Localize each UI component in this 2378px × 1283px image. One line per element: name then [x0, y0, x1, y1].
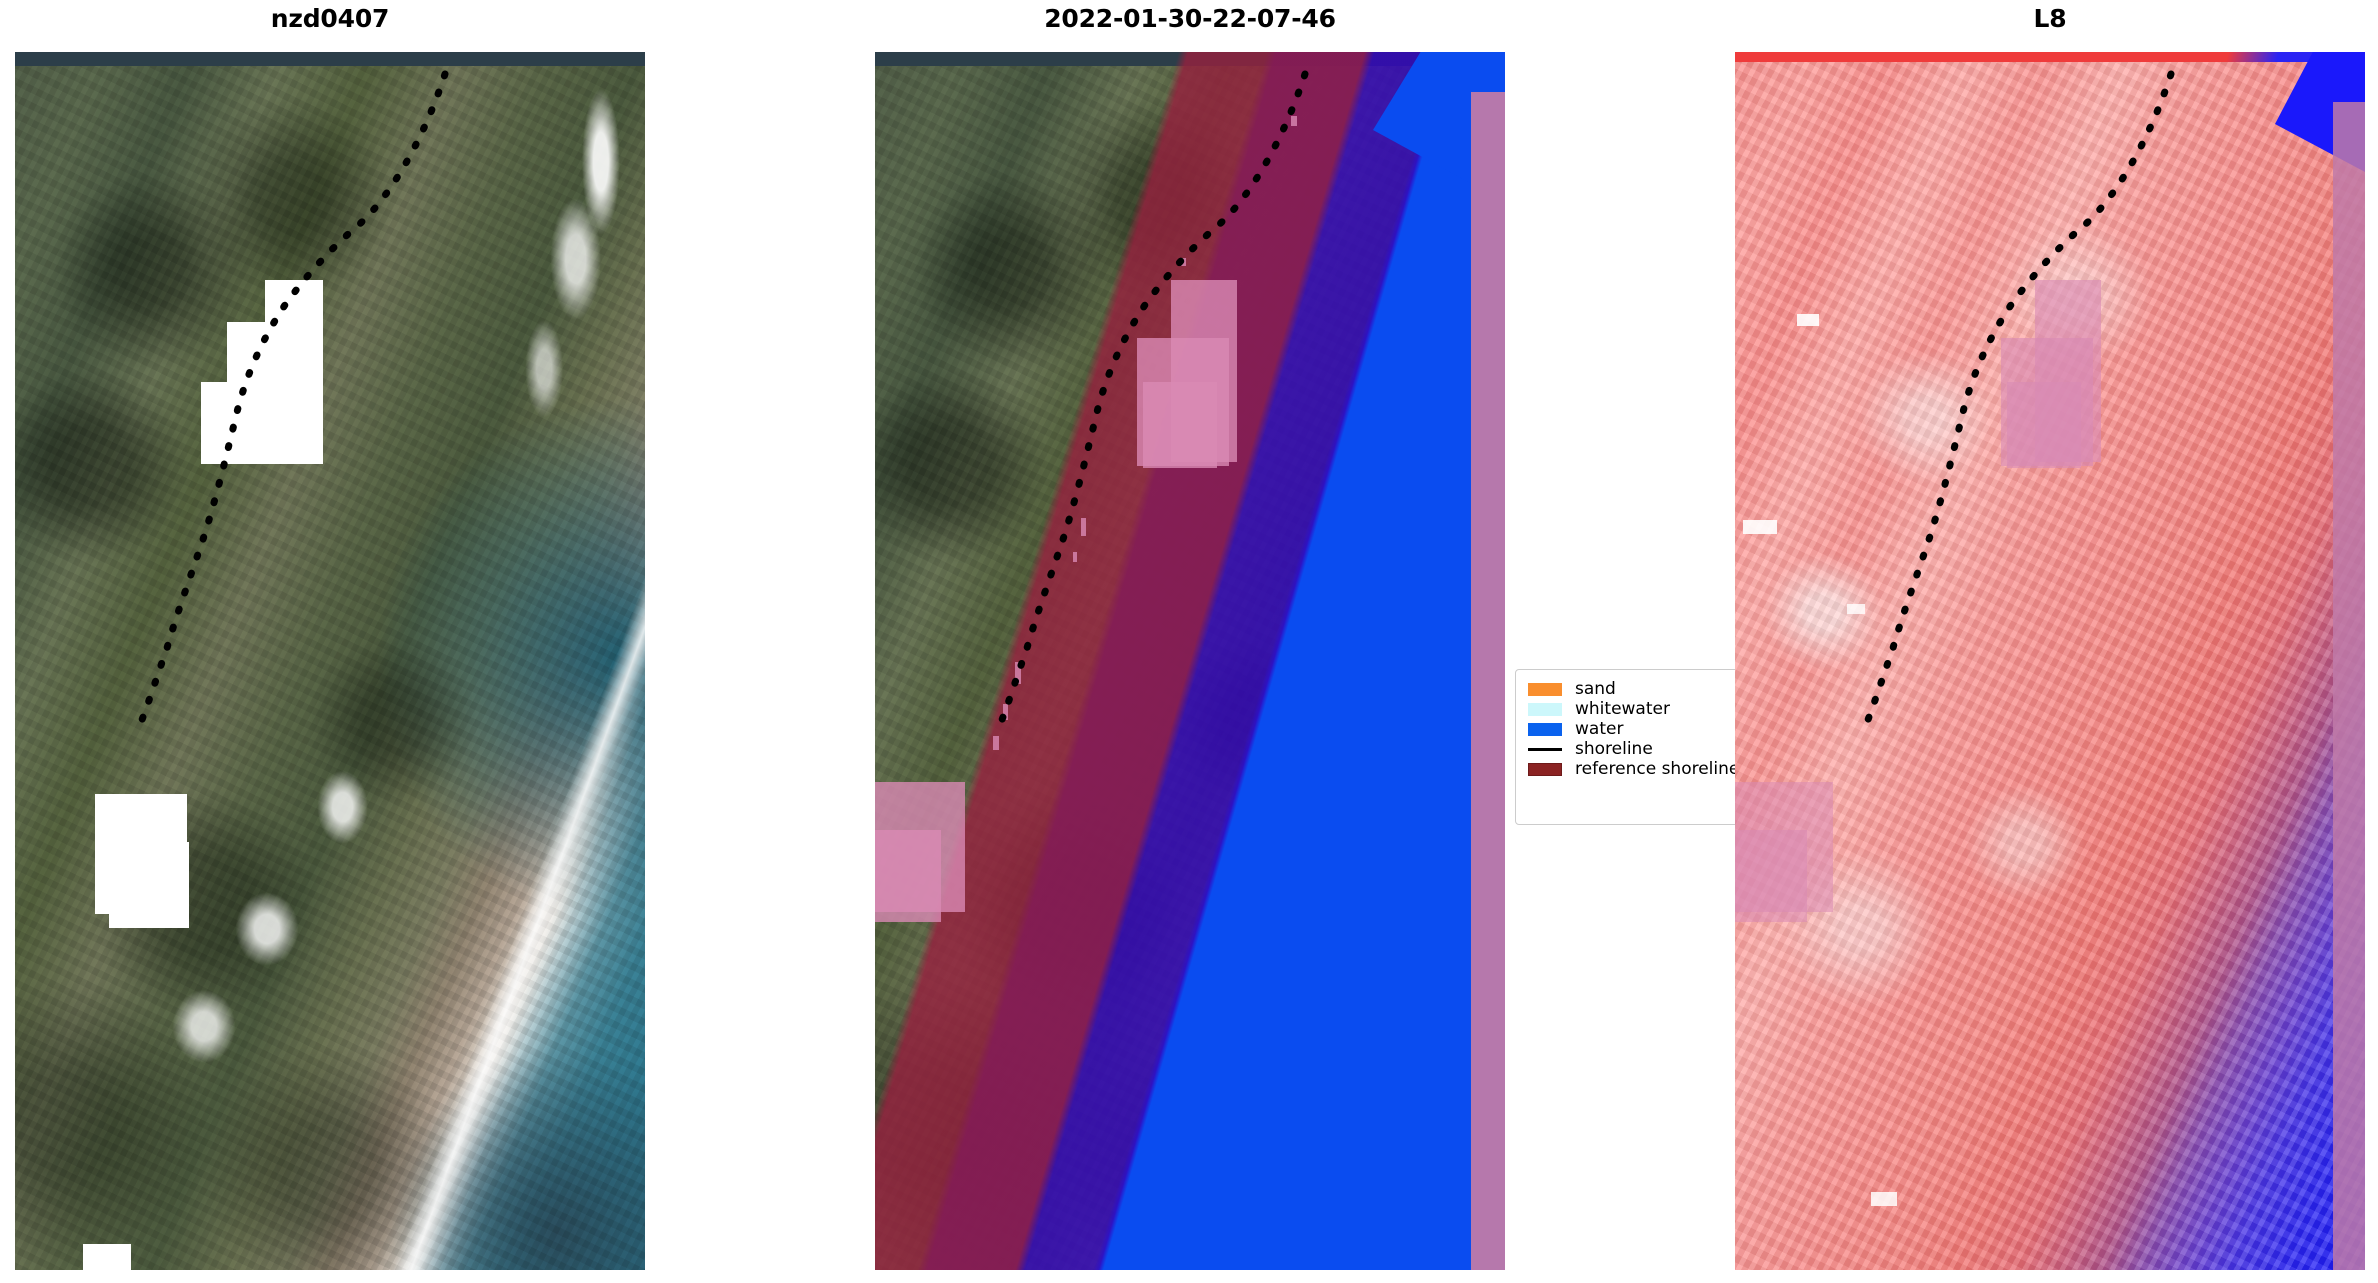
nir-headland-shadow: [1735, 52, 2365, 62]
rgb-headland-shadow: [15, 52, 645, 66]
water-swatch-icon: [1528, 722, 1562, 736]
legend-label-sand: sand: [1575, 679, 1616, 699]
nir-sand-blob-upper-3: [2007, 382, 2081, 468]
rgb-whitewater-layer: [15, 52, 645, 1270]
reference-shoreline-swatch-icon: [1528, 762, 1562, 776]
legend-item-whitewater[interactable]: whitewater: [1528, 699, 1742, 719]
nir-whitewater-speck-2: [1743, 520, 1777, 534]
nodata-mask-lower-2: [109, 842, 189, 928]
classified-axes: [875, 52, 1505, 1270]
legend-label-whitewater: whitewater: [1575, 699, 1670, 719]
nir-whitewater-speck-3: [1847, 604, 1865, 614]
legend-item-water[interactable]: water: [1528, 719, 1742, 739]
nir-whitewater-speck-4: [1871, 1192, 1897, 1206]
water-right-strip: [1471, 92, 1505, 1270]
panel-title-nir: L8: [2033, 4, 2067, 33]
nir-axes: [1735, 52, 2365, 1270]
panel-rgb[interactable]: [15, 52, 645, 1270]
sand-speck-3: [1015, 662, 1021, 684]
sand-speck-7: [1291, 116, 1297, 126]
rgb-axes: [15, 52, 645, 1270]
sand-speck-2: [1073, 552, 1077, 562]
legend-label-water: water: [1575, 719, 1624, 739]
legend-label-shoreline: shoreline: [1575, 739, 1653, 759]
legend-box: sand whitewater water shoreline referenc…: [1515, 669, 1743, 825]
nir-texture-layer: [1735, 52, 2365, 1270]
panel-nir[interactable]: [1735, 52, 2365, 1270]
panel-classified[interactable]: [875, 52, 1505, 1270]
legend-item-sand[interactable]: sand: [1528, 679, 1742, 699]
panel-title-classified: 2022-01-30-22-07-46: [1044, 4, 1336, 33]
whitewater-swatch-icon: [1528, 702, 1562, 716]
sand-swatch-icon: [1528, 682, 1562, 696]
shoreline-line-icon: [1528, 747, 1562, 751]
legend-label-reference-shoreline: reference shoreline: [1575, 759, 1740, 779]
sand-speck-6: [1181, 258, 1186, 266]
sand-class-blob-upper-3: [1143, 382, 1217, 468]
nir-right-strip: [2333, 102, 2365, 1270]
nodata-mask-lower-3: [83, 1244, 131, 1270]
legend-item-shoreline[interactable]: shoreline: [1528, 739, 1742, 759]
nir-whitewater-speck-1: [1797, 314, 1819, 326]
nir-sand-blob-lower-2: [1735, 830, 1807, 922]
sand-speck-5: [993, 736, 999, 750]
nodata-mask-upper-3: [201, 382, 323, 464]
reference-shoreline-band: [875, 52, 1505, 1270]
sand-class-blob-lower-2: [875, 830, 941, 922]
sand-speck-4: [1003, 704, 1008, 720]
legend-item-reference-shoreline[interactable]: reference shoreline: [1528, 759, 1742, 779]
sand-speck-1: [1081, 518, 1086, 536]
panel-title-rgb: nzd0407: [270, 4, 390, 33]
